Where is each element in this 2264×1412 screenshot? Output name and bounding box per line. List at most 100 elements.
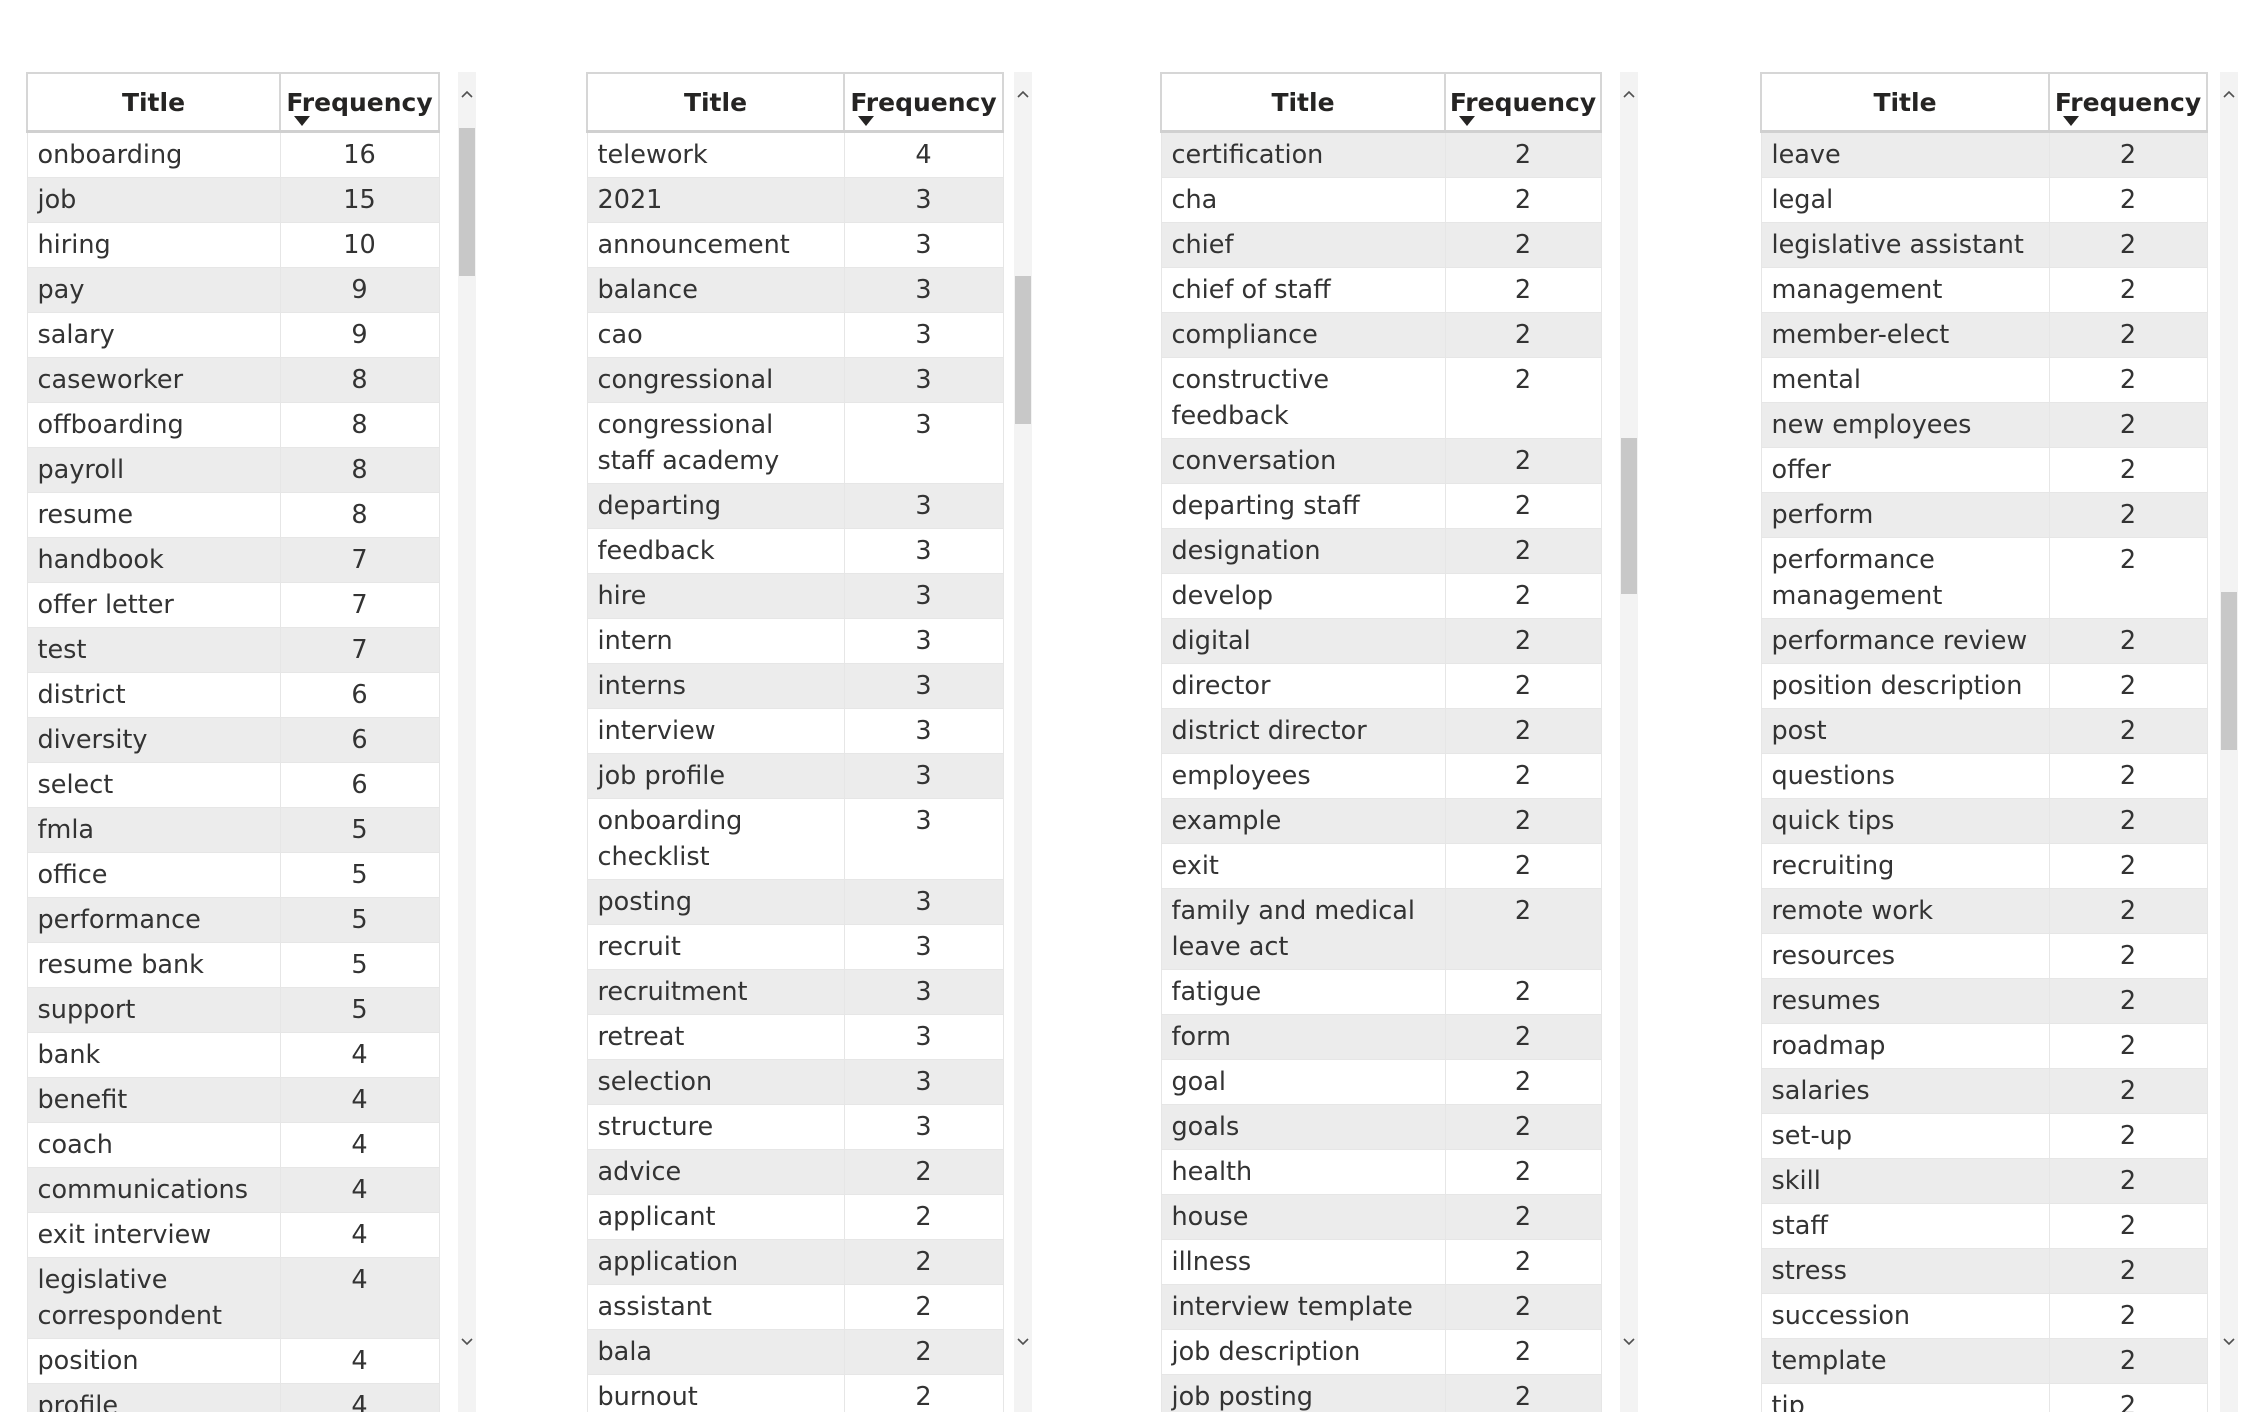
table-row[interactable]: offer 2 — [1760, 447, 2208, 493]
table-row[interactable]: resume bank 5 — [26, 942, 440, 988]
table-row[interactable]: chief of staff 2 — [1160, 267, 1602, 313]
table-row[interactable]: resume 8 — [26, 492, 440, 538]
scrollbar-1[interactable] — [458, 72, 476, 1412]
table-row[interactable]: interns 3 — [586, 663, 1004, 709]
table-row[interactable]: goals 2 — [1160, 1104, 1602, 1150]
table-row[interactable]: example 2 — [1160, 798, 1602, 844]
table-row[interactable]: job posting 2 — [1160, 1374, 1602, 1412]
table-row[interactable]: roadmap 2 — [1760, 1023, 2208, 1069]
column-header-title[interactable]: Title — [26, 72, 281, 133]
table-row[interactable]: resources 2 — [1760, 933, 2208, 979]
table-row[interactable]: congressional staff academy 3 — [586, 402, 1004, 484]
table-row[interactable]: offboarding 8 — [26, 402, 440, 448]
table-row[interactable]: bank 4 — [26, 1032, 440, 1078]
scrollbar-4[interactable] — [2220, 72, 2238, 1412]
table-row[interactable]: digital 2 — [1160, 618, 1602, 664]
table-row[interactable]: salary 9 — [26, 312, 440, 358]
table-row[interactable]: skill 2 — [1760, 1158, 2208, 1204]
table-row[interactable]: post 2 — [1760, 708, 2208, 754]
column-header-title[interactable]: Title — [1760, 72, 2050, 133]
column-header-frequency[interactable]: Frequency — [2048, 72, 2208, 133]
table-row[interactable]: announcement 3 — [586, 222, 1004, 268]
table-row[interactable]: position description 2 — [1760, 663, 2208, 709]
table-row[interactable]: posting 3 — [586, 879, 1004, 925]
table-row[interactable]: 2021 3 — [586, 177, 1004, 223]
table-row[interactable]: job 15 — [26, 177, 440, 223]
table-row[interactable]: mental 2 — [1760, 357, 2208, 403]
scrollbar-3[interactable] — [1620, 72, 1638, 1412]
table-row[interactable]: hiring 10 — [26, 222, 440, 268]
table-row[interactable]: advice 2 — [586, 1149, 1004, 1195]
table-row[interactable]: performance 5 — [26, 897, 440, 943]
scrollbar-2[interactable] — [1014, 72, 1032, 1412]
table-row[interactable]: remote work 2 — [1760, 888, 2208, 934]
table-row[interactable]: payroll 8 — [26, 447, 440, 493]
table-row[interactable]: resumes 2 — [1760, 978, 2208, 1024]
table-row[interactable]: questions 2 — [1760, 753, 2208, 799]
column-header-frequency[interactable]: Frequency — [1444, 72, 1602, 133]
chevron-up-icon[interactable] — [458, 86, 476, 106]
table-row[interactable]: succession 2 — [1760, 1293, 2208, 1339]
table-row[interactable]: cha 2 — [1160, 177, 1602, 223]
table-row[interactable]: balance 3 — [586, 267, 1004, 313]
table-row[interactable]: select 6 — [26, 762, 440, 808]
chevron-up-icon[interactable] — [1620, 86, 1638, 106]
table-row[interactable]: test 7 — [26, 627, 440, 673]
table-row[interactable]: quick tips 2 — [1760, 798, 2208, 844]
table-row[interactable]: conversation 2 — [1160, 438, 1602, 484]
table-row[interactable]: legislative assistant 2 — [1760, 222, 2208, 268]
table-row[interactable]: director 2 — [1160, 663, 1602, 709]
table-row[interactable]: goal 2 — [1160, 1059, 1602, 1105]
table-row[interactable]: exit interview 4 — [26, 1212, 440, 1258]
table-row[interactable]: chief 2 — [1160, 222, 1602, 268]
table-row[interactable]: exit 2 — [1160, 843, 1602, 889]
scrollbar-thumb[interactable] — [1015, 276, 1031, 424]
table-row[interactable]: fatigue 2 — [1160, 969, 1602, 1015]
table-row[interactable]: departing staff 2 — [1160, 483, 1602, 529]
table-row[interactable]: legal 2 — [1760, 177, 2208, 223]
table-row[interactable]: diversity 6 — [26, 717, 440, 763]
table-row[interactable]: new employees 2 — [1760, 402, 2208, 448]
table-row[interactable]: legislative correspondent 4 — [26, 1257, 440, 1339]
table-row[interactable]: position 4 — [26, 1338, 440, 1384]
table-row[interactable]: leave 2 — [1760, 131, 2208, 178]
table-row[interactable]: selection 3 — [586, 1059, 1004, 1105]
table-row[interactable]: perform 2 — [1760, 492, 2208, 538]
table-row[interactable]: district director 2 — [1160, 708, 1602, 754]
column-header-frequency[interactable]: Frequency — [843, 72, 1004, 133]
table-row[interactable]: pay 9 — [26, 267, 440, 313]
table-row[interactable]: profile 4 — [26, 1383, 440, 1412]
table-row[interactable]: member-elect 2 — [1760, 312, 2208, 358]
table-row[interactable]: intern 3 — [586, 618, 1004, 664]
table-row[interactable]: compliance 2 — [1160, 312, 1602, 358]
table-row[interactable]: develop 2 — [1160, 573, 1602, 619]
table-row[interactable]: staff 2 — [1760, 1203, 2208, 1249]
table-row[interactable]: constructive feedback 2 — [1160, 357, 1602, 439]
chevron-down-icon[interactable] — [458, 1334, 476, 1354]
table-row[interactable]: certification 2 — [1160, 131, 1602, 178]
table-row[interactable]: assistant 2 — [586, 1284, 1004, 1330]
chevron-up-icon[interactable] — [1014, 86, 1032, 106]
table-row[interactable]: salaries 2 — [1760, 1068, 2208, 1114]
table-row[interactable]: feedback 3 — [586, 528, 1004, 574]
table-row[interactable]: structure 3 — [586, 1104, 1004, 1150]
table-row[interactable]: set-up 2 — [1760, 1113, 2208, 1159]
column-header-title[interactable]: Title — [1160, 72, 1446, 133]
table-row[interactable]: offer letter 7 — [26, 582, 440, 628]
table-row[interactable]: hire 3 — [586, 573, 1004, 619]
table-row[interactable]: health 2 — [1160, 1149, 1602, 1195]
column-header-frequency[interactable]: Frequency — [279, 72, 440, 133]
table-row[interactable]: stress 2 — [1760, 1248, 2208, 1294]
table-row[interactable]: district 6 — [26, 672, 440, 718]
table-row[interactable]: house 2 — [1160, 1194, 1602, 1240]
chevron-down-icon[interactable] — [1620, 1334, 1638, 1354]
chevron-down-icon[interactable] — [1014, 1334, 1032, 1354]
table-row[interactable]: benefit 4 — [26, 1077, 440, 1123]
table-row[interactable]: applicant 2 — [586, 1194, 1004, 1240]
scrollbar-thumb[interactable] — [1621, 438, 1637, 594]
table-row[interactable]: coach 4 — [26, 1122, 440, 1168]
chevron-down-icon[interactable] — [2220, 1334, 2238, 1354]
table-row[interactable]: management 2 — [1760, 267, 2208, 313]
table-row[interactable]: congressional 3 — [586, 357, 1004, 403]
table-row[interactable]: communications 4 — [26, 1167, 440, 1213]
